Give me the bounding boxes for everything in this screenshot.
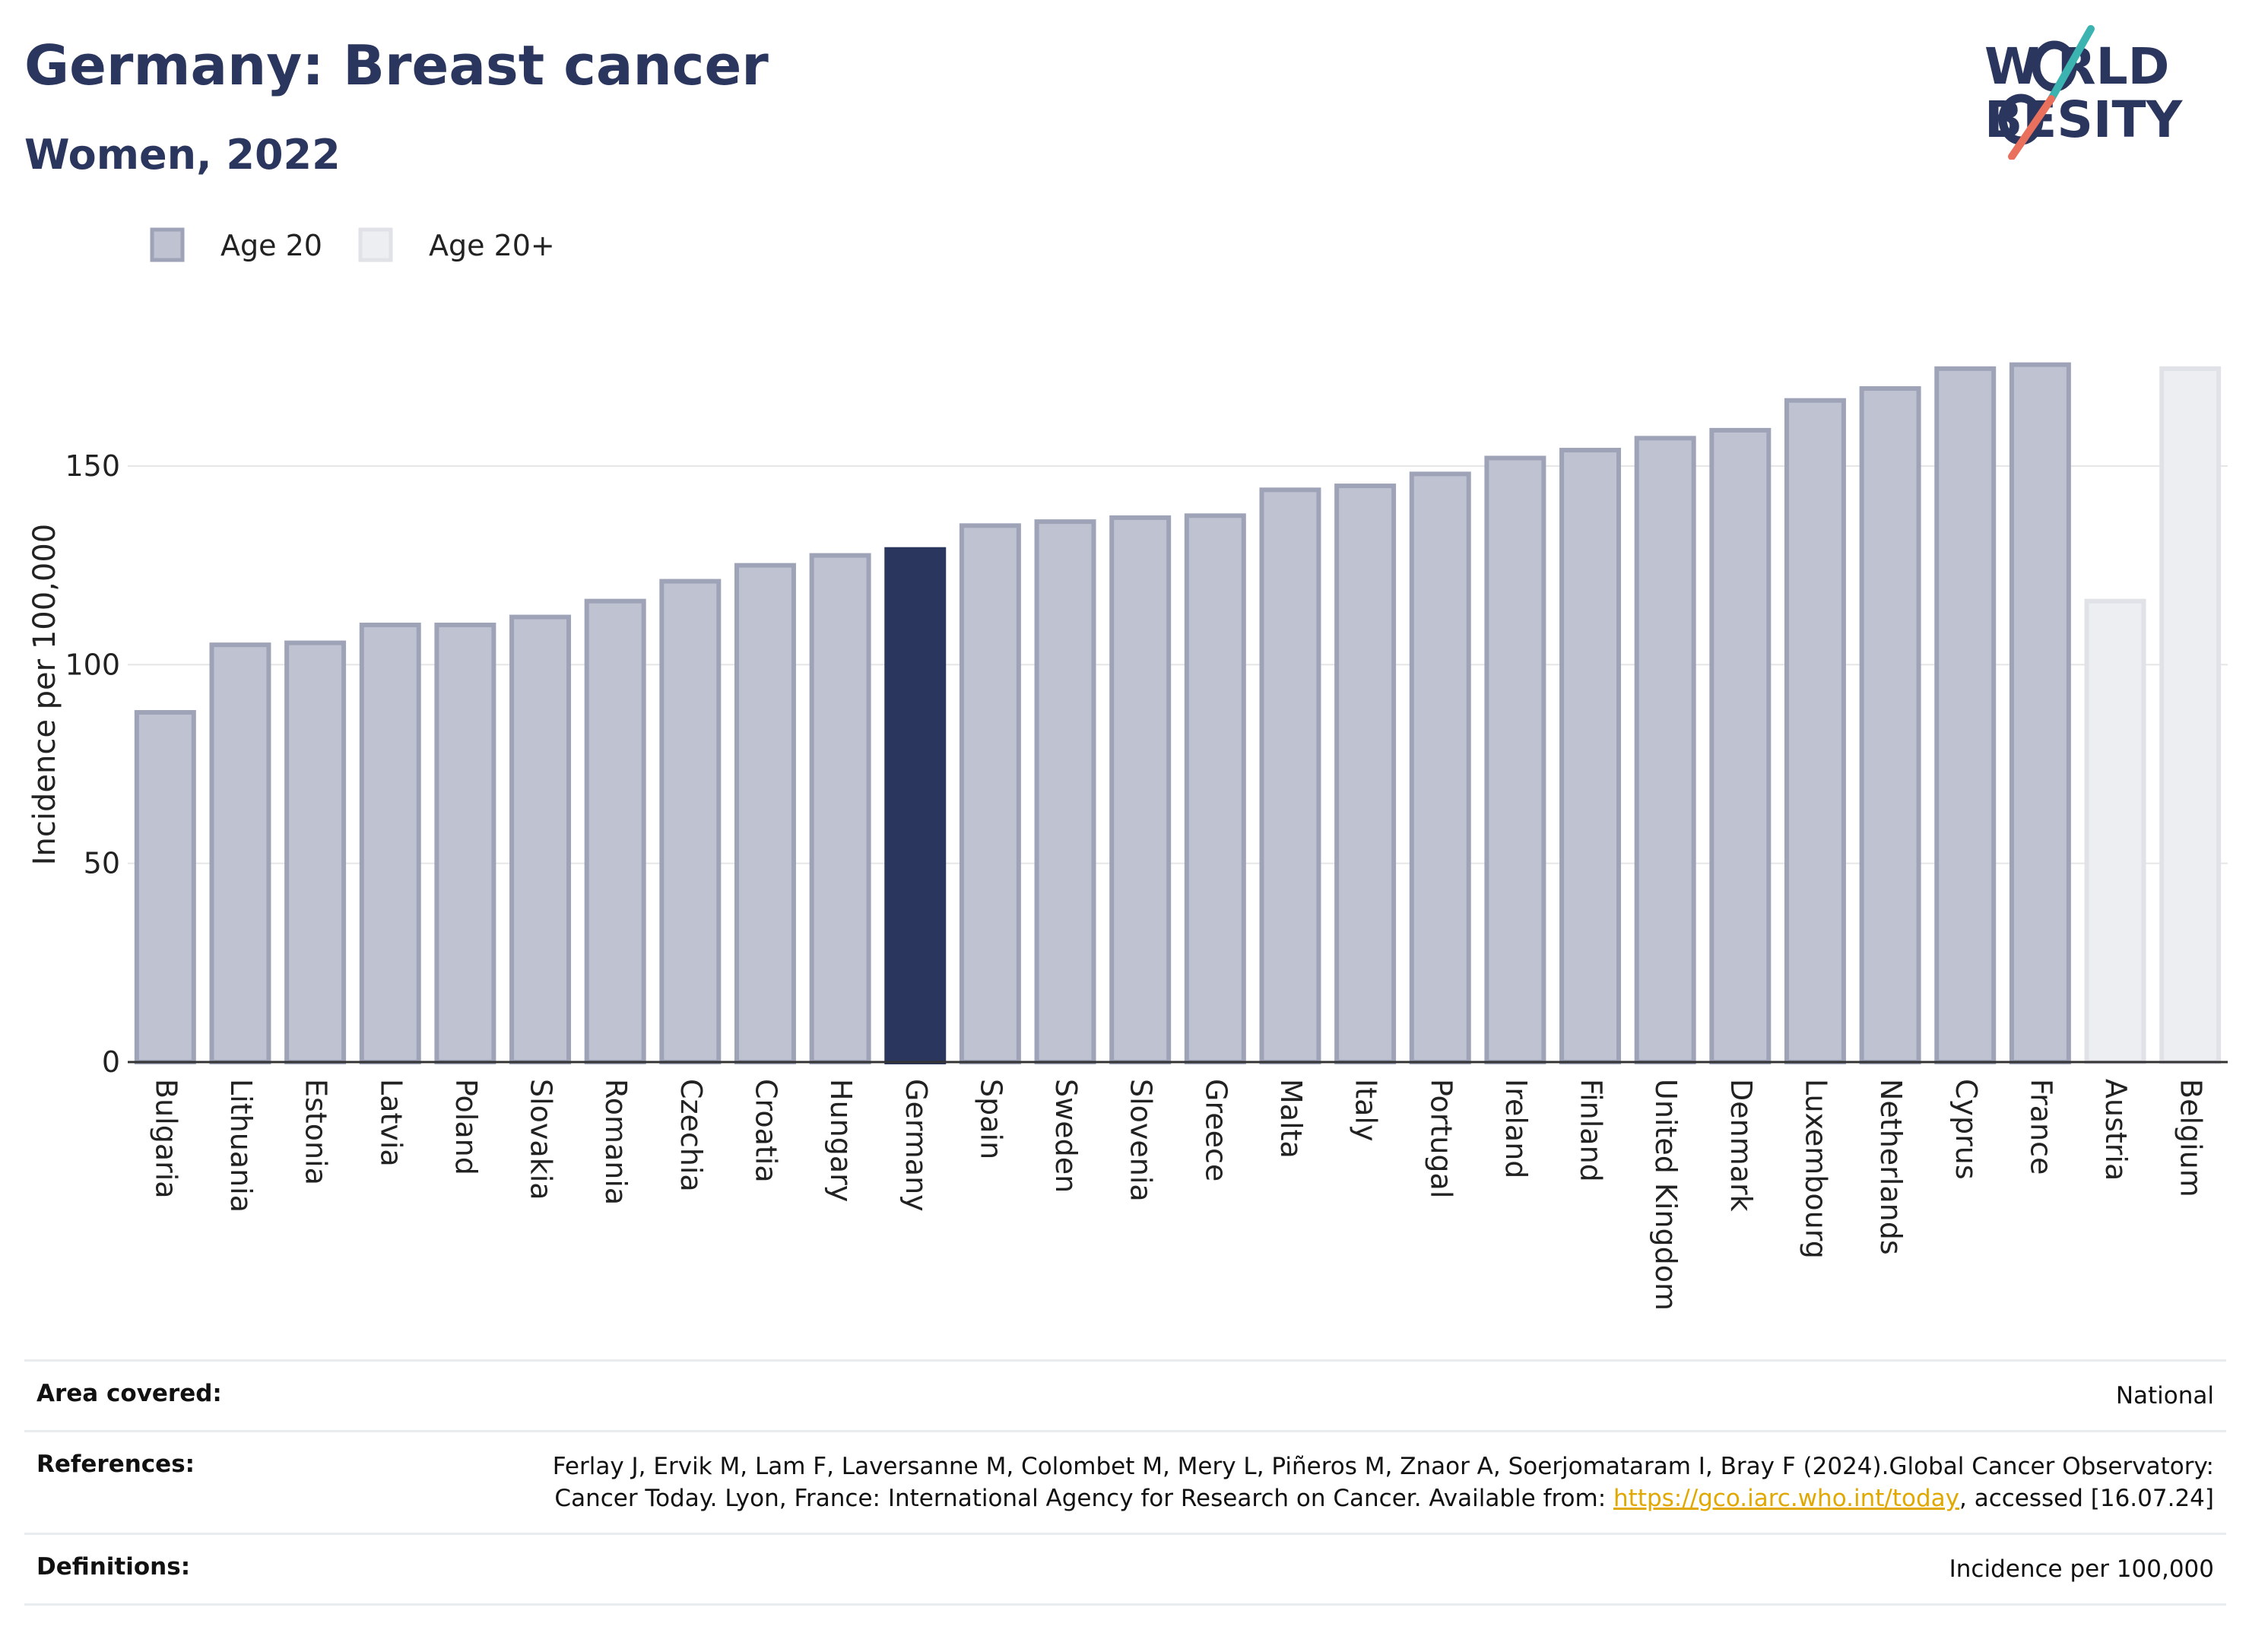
info-row-definitions: Definitions: Incidence per 100,000 [24,1533,2226,1606]
legend-label-1[interactable]: Age 20+ [429,229,555,262]
bar-romania[interactable] [584,598,646,1064]
info-table: Area covered: National References: Ferla… [24,1359,2226,1606]
x-tick-label-france: France [2024,1079,2057,1175]
legend-label-0[interactable]: Age 20 [220,229,322,262]
x-tick-label-ireland: Ireland [1499,1079,1533,1178]
x-tick-label-croatia: Croatia [749,1079,782,1183]
x-tick-label-slovakia: Slovakia [525,1079,558,1200]
legend-swatch-0[interactable] [150,227,185,262]
bar-luxembourg[interactable] [1784,398,1846,1064]
x-tick-label-czechia: Czechia [674,1079,708,1192]
y-tick-label-0: 0 [102,1045,120,1079]
legend-swatch-1[interactable] [358,227,393,262]
x-tick-label-netherlands: Netherlands [1874,1079,1908,1255]
y-axis-title: Incidence per 100,000 [27,524,62,866]
info-row-references: References: Ferlay J, Ervik M, Lam F, La… [24,1430,2226,1533]
x-tick-label-finland: Finland [1575,1079,1608,1182]
bar-bulgaria[interactable] [134,710,196,1064]
x-tick-label-luxembourg: Luxembourg [1799,1079,1832,1259]
bar-croatia[interactable] [734,563,796,1064]
x-tick-label-italy: Italy [1350,1079,1383,1141]
x-tick-label-hungary: Hungary [824,1079,858,1202]
x-tick-label-united-kingdom: United Kingdom [1649,1079,1683,1311]
bar-ireland[interactable] [1484,455,1546,1064]
y-tick-label-150: 150 [65,449,120,483]
info-row-area: Area covered: National [24,1359,2226,1430]
bar-hungary[interactable] [809,553,871,1064]
definitions-value: Incidence per 100,000 [1949,1555,2214,1583]
x-tick-label-romania: Romania [599,1079,633,1205]
x-tick-label-slovenia: Slovenia [1124,1079,1158,1202]
bar-italy[interactable] [1334,484,1397,1064]
bar-cyprus[interactable] [1934,366,1997,1064]
x-tick-label-bulgaria: Bulgaria [149,1079,182,1199]
bar-germany[interactable] [884,547,947,1064]
x-tick-label-estonia: Estonia [300,1079,333,1185]
y-tick-label-50: 50 [84,847,120,880]
references-link[interactable]: https://gco.iarc.who.int/today [1613,1485,1959,1512]
x-tick-label-sweden: Sweden [1049,1079,1083,1193]
references-label: References: [36,1451,195,1478]
chart-title: Germany: Breast cancer [24,33,769,97]
x-tick-label-lithuania: Lithuania [224,1079,258,1213]
x-tick-label-malta: Malta [1274,1079,1308,1159]
area-covered-label: Area covered: [36,1380,222,1407]
bar-denmark[interactable] [1709,427,1772,1064]
bar-finland[interactable] [1559,448,1622,1064]
logo-slash-coral [2008,95,2055,160]
bar-czechia[interactable] [659,579,722,1064]
bars [134,362,2222,1065]
bar-poland[interactable] [434,623,496,1064]
y-axis-ticks: 0 50 100 150 [65,449,120,1079]
x-tick-label-cyprus: Cyprus [1949,1079,1983,1180]
bar-austria[interactable] [2084,598,2146,1064]
bar-slovenia[interactable] [1109,515,1172,1064]
area-covered-value: National [2115,1382,2214,1409]
bar-netherlands[interactable] [1859,386,1921,1064]
bar-united-kingdom[interactable] [1634,436,1696,1064]
bar-latvia[interactable] [359,623,421,1064]
bar-sweden[interactable] [1034,519,1096,1064]
references-text: Ferlay J, Ervik M, Lam F, Laversanne M, … [552,1453,2214,1512]
references-value: Ferlay J, Ervik M, Lam F, Laversanne M, … [465,1451,2214,1514]
x-tick-label-poland: Poland [449,1079,483,1175]
world-obesity-logo: W RLD BESITY [1984,25,2184,160]
x-tick-label-germany: Germany [899,1079,933,1212]
x-axis-labels: Bulgaria Lithuania Estonia Latvia Poland Slov… [149,1079,2207,1311]
x-tick-label-portugal: Portugal [1424,1079,1458,1198]
x-tick-label-austria: Austria [2099,1079,2133,1181]
x-tick-label-greece: Greece [1199,1079,1232,1181]
bar-estonia[interactable] [284,640,347,1064]
bar-chart: Age 20 Age 20+ 0 50 100 150 Bulgaria Lithuani… [27,227,2228,1311]
references-suffix: , accessed [16.07.24] [1959,1485,2214,1512]
bar-slovakia[interactable] [509,614,572,1064]
bar-malta[interactable] [1259,487,1321,1064]
chart-subtitle: Women, 2022 [24,131,341,179]
definitions-label: Definitions: [36,1553,191,1581]
bar-greece[interactable] [1184,513,1246,1064]
x-tick-label-spain: Spain [974,1079,1007,1159]
bar-belgium[interactable] [2159,366,2222,1064]
legend: Age 20 Age 20+ [150,227,555,262]
logo-slash-teal [2048,25,2095,103]
bar-france[interactable] [2009,362,2071,1065]
bar-portugal[interactable] [1409,471,1471,1064]
bar-spain[interactable] [959,523,1021,1064]
x-tick-label-denmark: Denmark [1724,1079,1758,1212]
y-tick-label-100: 100 [65,648,120,681]
bar-lithuania[interactable] [209,642,271,1064]
x-tick-label-belgium: Belgium [2174,1079,2208,1197]
x-tick-label-latvia: Latvia [374,1079,408,1167]
